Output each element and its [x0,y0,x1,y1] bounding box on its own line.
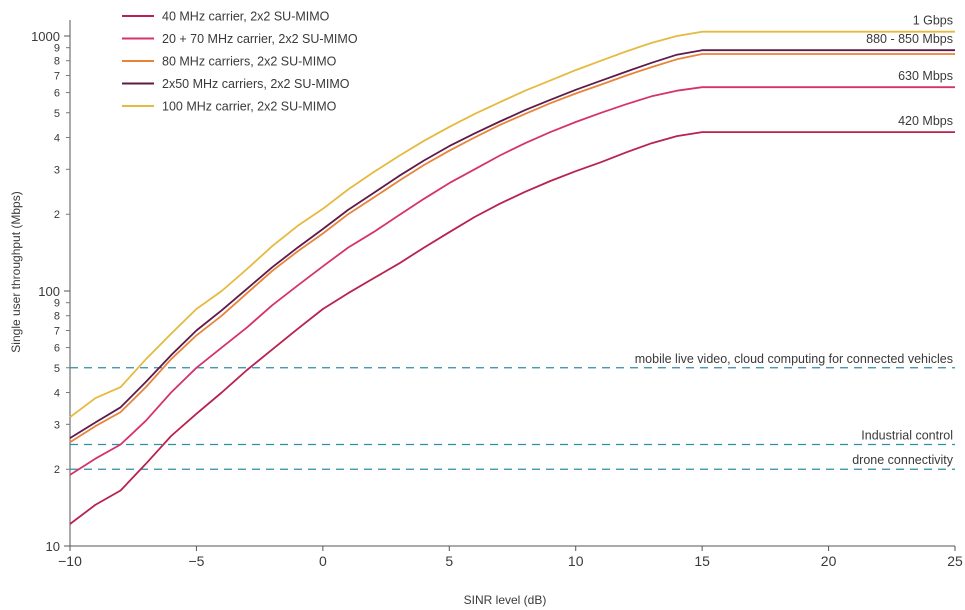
series-lines [69,30,955,525]
end-label-420: 420 Mbps [898,114,953,128]
y-minor-tick-label: 4 [54,132,60,144]
end-label-1gbps: 1 Gbps [913,14,953,28]
legend-label: 100 MHz carrier, 2x2 SU-MIMO [162,100,337,114]
reference-line-label: mobile live video, cloud computing for c… [635,352,953,366]
series-line [69,86,955,476]
y-minor-tick-label: 9 [54,298,60,310]
reference-line-label: drone connectivity [852,453,954,467]
legend-label: 20 + 70 MHz carrier, 2x2 SU-MIMO [162,32,358,46]
y-minor-tick-label: 7 [54,71,60,83]
series-line [69,30,955,418]
y-minor-tick-label: 9 [54,43,60,55]
y-tick-label: 10 [46,539,60,554]
y-minor-tick-label: 5 [54,363,60,375]
x-tick-label: 0 [319,553,327,569]
y-minor-tick-label: 6 [54,88,60,100]
y-minor-tick-label: 3 [54,164,60,176]
reference-lines: mobile live video, cloud computing for c… [70,352,955,470]
y-tick-label: 1000 [31,29,60,44]
x-tick-label: 20 [821,553,837,569]
legend-label: 40 MHz carrier, 2x2 SU-MIMO [162,10,330,24]
legend-label: 2x50 MHz carriers, 2x2 SU-MIMO [162,77,350,91]
end-label-880-850: 880 - 850 Mbps [866,32,953,46]
y-minor-tick-label: 5 [54,108,60,120]
y-minor-tick-label: 2 [54,209,60,221]
y-minor-tick-label: 3 [54,419,60,431]
y-tick-label: 100 [38,284,60,299]
y-minor-tick-label: 7 [54,326,60,338]
y-minor-tick-label: 8 [54,311,60,323]
x-tick-label: 25 [947,553,963,569]
series-line [69,131,955,525]
legend: 40 MHz carrier, 2x2 SU-MIMO 20 + 70 MHz c… [122,10,358,114]
end-label-630: 630 Mbps [898,69,953,83]
series-line [69,49,955,439]
legend-label: 80 MHz carriers, 2x2 SU-MIMO [162,55,337,69]
x-tick-label: 10 [568,553,584,569]
y-minor-tick-label: 4 [54,387,60,399]
y-minor-tick-label: 6 [54,343,60,355]
reference-line-label: Industrial control [861,429,953,443]
x-tick-label: 5 [445,553,453,569]
x-tick-label: −5 [188,553,204,569]
y-minor-tick-label: 8 [54,56,60,68]
x-tick-label: 15 [694,553,710,569]
x-axis-title: SINR level (dB) [464,593,547,607]
y-axis-title: Single user throughput (Mbps) [9,191,23,352]
end-labels: 1 Gbps 880 - 850 Mbps 630 Mbps 420 Mbps [866,14,953,128]
x-tick-label: −10 [58,553,82,569]
y-minor-tick-label: 2 [54,464,60,476]
series-line [69,53,955,444]
